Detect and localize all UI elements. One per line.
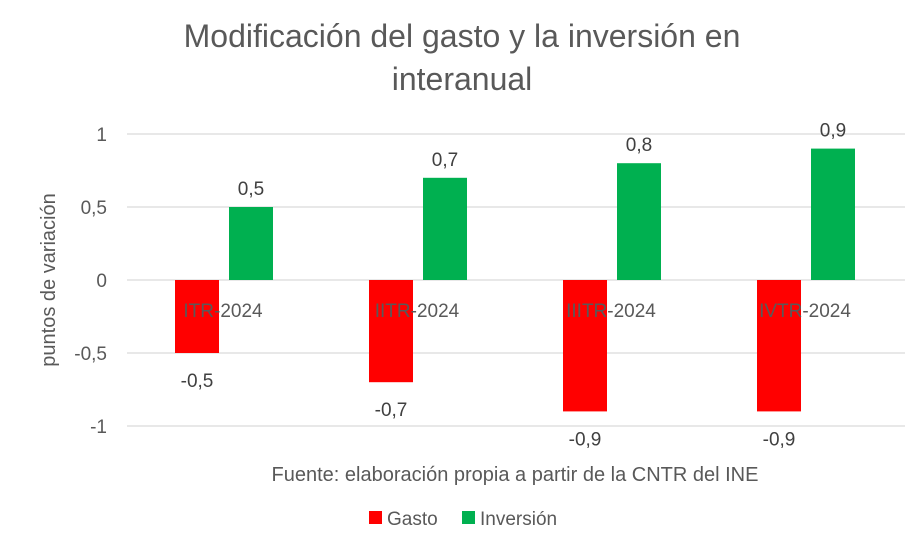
legend-label-gasto: Gasto bbox=[387, 509, 438, 530]
chart-title-line-1: Modificación del gasto y la inversión en bbox=[184, 18, 741, 54]
bar-inversion bbox=[811, 148, 855, 280]
bar-gasto bbox=[175, 280, 219, 353]
data-label: -0,7 bbox=[375, 400, 408, 421]
y-tick-label: -0,5 bbox=[74, 344, 107, 365]
x-tick-label: IIITR-2024 bbox=[566, 301, 656, 322]
data-label: 0,5 bbox=[238, 179, 264, 200]
y-tick-label: -1 bbox=[90, 417, 107, 438]
bar-inversion bbox=[423, 177, 467, 280]
y-axis-label: puntos de variación bbox=[38, 193, 60, 366]
data-label: -0,9 bbox=[569, 429, 602, 450]
data-label: -0,9 bbox=[763, 429, 796, 450]
chart-title-line-2: interanual bbox=[392, 61, 533, 97]
legend-swatch-gasto bbox=[369, 511, 382, 524]
bar-inversion bbox=[617, 163, 661, 280]
data-label: 0,8 bbox=[626, 135, 652, 156]
x-tick-label: IVTR-2024 bbox=[759, 301, 851, 322]
legend: Gasto Inversión bbox=[369, 509, 557, 530]
y-tick-label: 0 bbox=[96, 271, 107, 292]
bar-gasto bbox=[757, 280, 801, 412]
bar-gasto bbox=[563, 280, 607, 412]
x-tick-label: ITR-2024 bbox=[183, 301, 263, 322]
bar-gasto bbox=[369, 280, 413, 383]
y-tick-label: 0,5 bbox=[81, 198, 107, 219]
legend-swatch-inversion bbox=[462, 511, 475, 524]
x-tick-label: IITR-2024 bbox=[375, 301, 460, 322]
y-tick-label: 1 bbox=[96, 125, 107, 146]
data-label: 0,9 bbox=[820, 121, 846, 142]
x-axis-label: Fuente: elaboración propia a partir de l… bbox=[272, 464, 759, 486]
legend-label-inversion: Inversión bbox=[480, 509, 557, 530]
data-label: -0,5 bbox=[181, 371, 214, 392]
data-label: 0,7 bbox=[432, 150, 458, 171]
bar-inversion bbox=[229, 207, 273, 280]
